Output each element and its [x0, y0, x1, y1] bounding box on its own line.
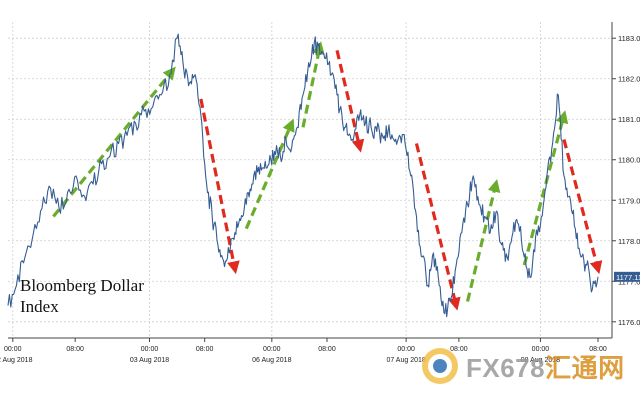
watermark-logo-icon [422, 348, 458, 384]
trend-arrow-2 [244, 118, 295, 230]
x-tick-date-8: 08 Aug 2018 [521, 357, 560, 364]
x-tick-time-5: 08:00 [318, 346, 336, 353]
x-tick-date-0: 02 Aug 2018 [0, 357, 33, 364]
x-tick-time-2: 00:00 [141, 346, 159, 353]
y-tick-label-7: 1183.00 [618, 34, 640, 43]
watermark-text: FX678汇通网 [466, 352, 625, 383]
x-tick-date-2: 03 Aug 2018 [130, 357, 169, 364]
last-value-marker: 1177.11 [614, 271, 640, 282]
y-tick-label-2: 1178.00 [618, 237, 640, 246]
gridlines [8, 22, 612, 338]
trend-arrow-7 [522, 110, 569, 266]
x-tick-time-0: 00:00 [4, 346, 22, 353]
x-tick-time-1: 08:00 [66, 346, 84, 353]
trend-arrow-0 [52, 66, 176, 218]
x-axis: 00:00 02 Aug 2018 08:00 00:00 03 Aug 2018 08:… [0, 337, 612, 364]
trend-arrow-8 [562, 139, 603, 275]
trend-arrow-1 [199, 98, 240, 275]
series-line [7, 33, 599, 318]
y-tick-label-6: 1182.00 [618, 75, 640, 84]
last-value-label: 1177.11 [616, 273, 640, 282]
last-value-box [614, 271, 640, 282]
y-tick-label-5: 1181.00 [618, 115, 640, 124]
y-tick-label-0: 1176.00 [618, 318, 640, 327]
x-tick-time-4: 00:00 [263, 346, 281, 353]
y-axis: 1176.001177.001178.001179.001180.001181.… [611, 22, 640, 338]
trend-arrows [52, 41, 603, 311]
x-tick-time-6: 00:00 [397, 346, 415, 353]
trend-arrow-6 [465, 179, 501, 302]
x-tick-time-9: 08:00 [589, 346, 607, 353]
chart-title: Bloomberg Dollar Index [20, 276, 144, 316]
y-tick-label-3: 1179.00 [618, 196, 640, 205]
x-tick-time-3: 08:00 [196, 346, 214, 353]
y-tick-label-4: 1180.00 [618, 156, 640, 165]
x-tick-time-8: 00:00 [532, 346, 550, 353]
price-series [7, 33, 599, 318]
x-tick-date-6: 07 Aug 2018 [386, 357, 425, 364]
watermark: FX678汇通网 [420, 344, 630, 388]
x-tick-date-4: 06 Aug 2018 [252, 357, 291, 364]
x-tick-time-7: 08:00 [450, 346, 468, 353]
trend-arrow-4 [335, 49, 365, 153]
